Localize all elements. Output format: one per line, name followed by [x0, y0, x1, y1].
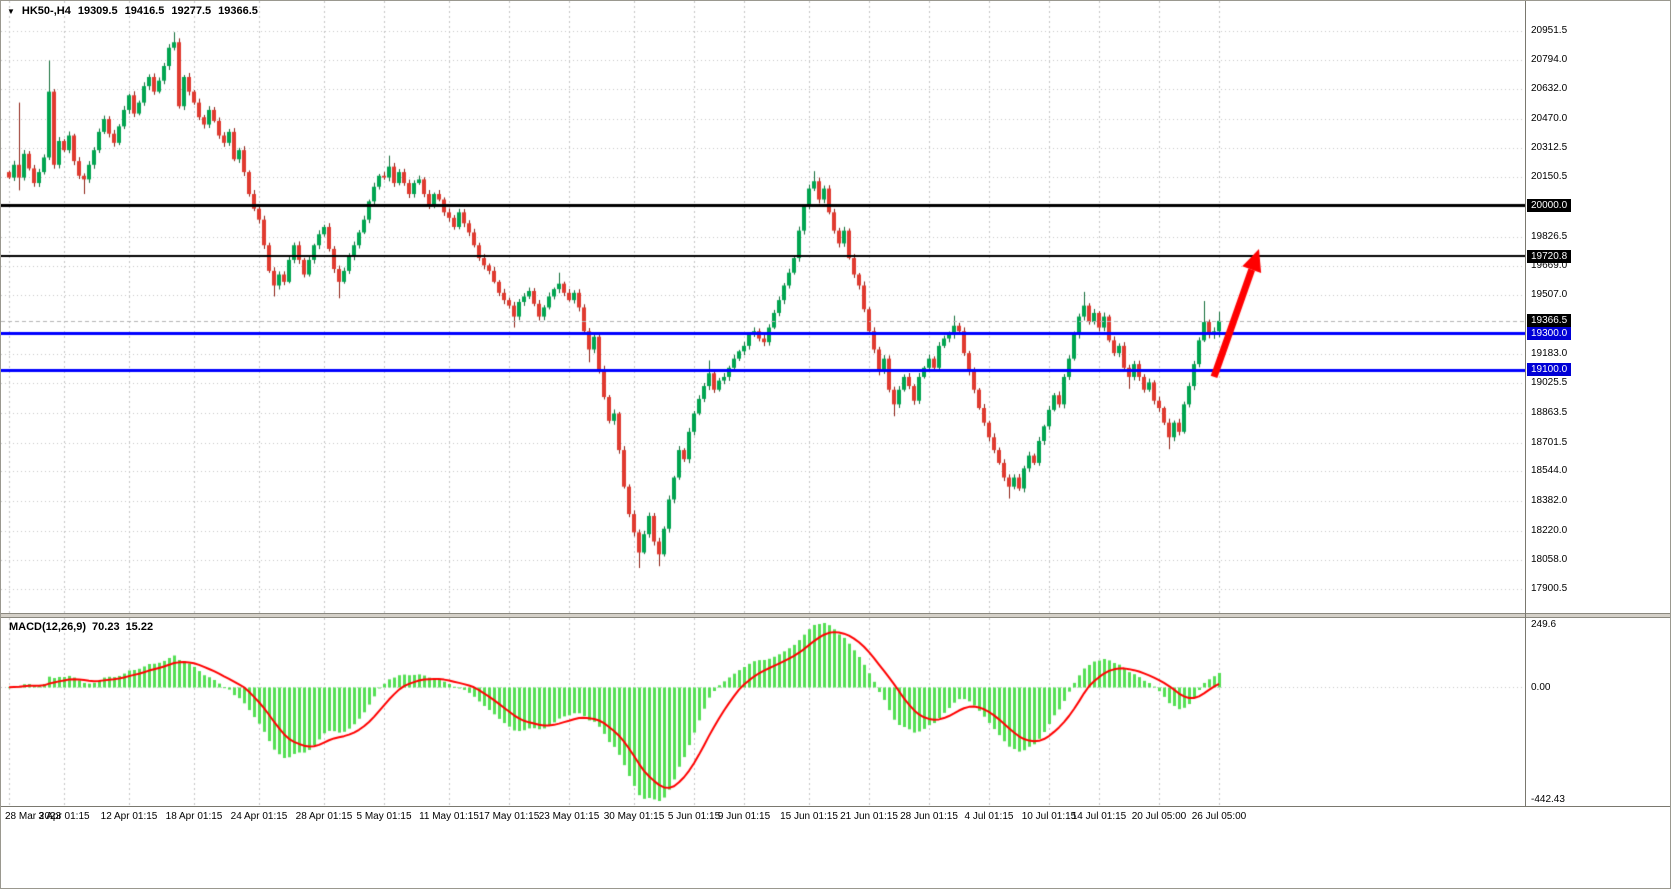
macd-panel-canvas[interactable]: [1, 618, 1525, 806]
time-axis-label: 28 Jun 01:15: [900, 811, 958, 822]
ohlc-open: 19309.5: [77, 5, 118, 17]
macd-axis-label: -442.43: [1531, 794, 1565, 805]
macd-name: MACD(12,26,9): [9, 621, 87, 633]
time-axis-label: 23 May 01:15: [538, 811, 600, 822]
macd-axis[interactable]: [1525, 618, 1670, 806]
price-axis-label: 18544.0: [1531, 465, 1568, 476]
price-axis-border: [1525, 1, 1526, 806]
price-chart-canvas[interactable]: [1, 1, 1525, 613]
price-level-badge: 19366.5: [1527, 314, 1572, 327]
time-axis-label: 20 Jul 05:00: [1131, 811, 1187, 822]
chart-icon: ▼: [7, 6, 15, 16]
symbol-period: HK50-,H4: [21, 5, 71, 17]
time-axis-label: 9 Jun 01:15: [717, 811, 771, 822]
time-axis-label: 21 Jun 01:15: [840, 811, 898, 822]
macd-signal-value: 15.22: [125, 621, 154, 633]
price-axis-label: 20794.0: [1531, 54, 1568, 65]
time-axis-label: 14 Jul 01:15: [1071, 811, 1127, 822]
time-axis-label: 5 May 01:15: [356, 811, 412, 822]
price-axis-label: 19025.5: [1531, 377, 1568, 388]
price-axis-label: 17900.5: [1531, 583, 1568, 594]
price-level-badge: 19300.0: [1527, 327, 1572, 340]
ohlc-high: 19416.5: [124, 5, 165, 17]
macd-indicator-label: MACD(12,26,9) 70.23 15.22: [9, 621, 153, 633]
time-axis-label: 26 Jul 05:00: [1191, 811, 1247, 822]
price-axis-label: 18863.5: [1531, 407, 1568, 418]
time-axis-label: 12 Apr 01:15: [100, 811, 158, 822]
price-axis-label: 18382.0: [1531, 495, 1568, 506]
price-level-badge: 20000.0: [1527, 199, 1572, 212]
macd-axis-label: 0.00: [1531, 682, 1551, 693]
price-axis-label: 20951.5: [1531, 25, 1568, 36]
time-axis[interactable]: 28 Mar 2023 3 Apr 01:15 12 Apr 01:15 18 Apr…: [1, 811, 1670, 829]
price-axis-label: 20470.0: [1531, 113, 1568, 124]
price-axis-label: 18220.0: [1531, 525, 1568, 536]
price-axis-label: 19669.0: [1531, 260, 1568, 271]
price-axis-label: 20632.0: [1531, 83, 1568, 94]
price-axis-label: 19507.0: [1531, 289, 1568, 300]
time-axis-label: 28 Mar 2023: [5, 811, 62, 822]
time-axis-label: 24 Apr 01:15: [230, 811, 288, 822]
time-axis-label: 5 Jun 01:15: [667, 811, 721, 822]
ohlc-low: 19277.5: [171, 5, 212, 17]
time-axis-label: 4 Jul 01:15: [964, 811, 1014, 822]
price-axis-label: 19183.0: [1531, 348, 1568, 359]
time-axis-label: 10 Jul 01:15: [1021, 811, 1077, 822]
ohlc-close: 19366.5: [218, 5, 258, 17]
time-axis-label: 15 Jun 01:15: [780, 811, 838, 822]
price-axis-label: 20312.5: [1531, 142, 1568, 153]
panel-splitter[interactable]: [1, 613, 1670, 618]
time-axis-label: 3 Apr 01:15: [38, 811, 90, 822]
time-axis-label: 17 May 01:15: [478, 811, 540, 822]
time-axis-label: 28 Apr 01:15: [295, 811, 353, 822]
time-axis-separator: [1, 806, 1670, 807]
price-axis-label: 18701.5: [1531, 437, 1568, 448]
price-axis-label: 18058.0: [1531, 554, 1568, 565]
price-level-badge: 19100.0: [1527, 363, 1572, 376]
symbol-info: ▼ HK50-,H4 19309.5 19416.5 19277.5 19366…: [7, 5, 258, 17]
price-axis-label: 19826.5: [1531, 231, 1568, 242]
price-axis-label: 20150.5: [1531, 171, 1568, 182]
macd-main-value: 70.23: [92, 621, 120, 633]
time-axis-label: 11 May 01:15: [419, 811, 479, 822]
time-axis-label: 18 Apr 01:15: [165, 811, 223, 822]
price-level-badge: 19720.8: [1527, 250, 1572, 263]
macd-axis-label: 249.6: [1531, 619, 1557, 630]
time-axis-label: 30 May 01:15: [603, 811, 665, 822]
